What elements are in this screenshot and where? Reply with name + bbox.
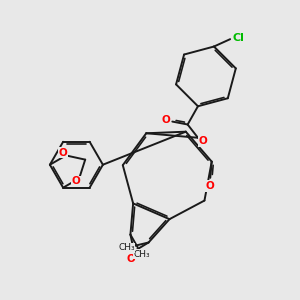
Text: CH₃: CH₃ xyxy=(134,250,150,259)
Text: O: O xyxy=(58,148,68,158)
Text: O: O xyxy=(161,115,170,125)
Text: O: O xyxy=(206,181,214,191)
Text: O: O xyxy=(72,176,81,186)
Text: CH₃: CH₃ xyxy=(118,243,135,252)
Text: O: O xyxy=(126,254,135,264)
Text: Cl: Cl xyxy=(232,33,244,43)
Text: O: O xyxy=(199,136,208,146)
